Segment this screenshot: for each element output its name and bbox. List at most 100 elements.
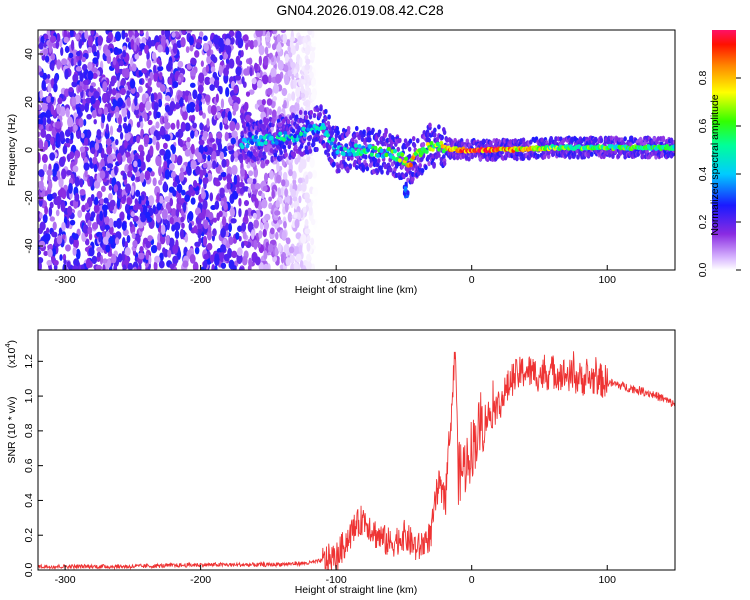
spectrogram-speckle xyxy=(126,197,133,206)
spectrogram-speckle xyxy=(313,203,318,210)
spectrogram-speckle xyxy=(252,178,257,185)
spectrogram-speckle xyxy=(228,236,234,245)
spectrogram-speckle xyxy=(199,169,204,180)
spectrogram-speckle xyxy=(224,124,229,130)
spectrogram-speckle xyxy=(89,175,93,187)
spectrogram-speckle xyxy=(274,246,279,257)
spectrogram-speckle xyxy=(152,204,156,214)
spectrogram-speckle xyxy=(102,236,110,245)
spectrogram-speckle xyxy=(170,152,176,163)
spectrogram-speckle xyxy=(306,253,312,262)
spectrogram-speckle xyxy=(139,150,145,158)
spectrogram-speckle xyxy=(245,42,249,51)
spectrogram-speckle xyxy=(123,67,130,79)
spectrogram-speckle xyxy=(163,160,168,169)
spectrogram-speckle xyxy=(181,189,186,196)
spectrogram-speckle xyxy=(304,192,310,200)
spectrogram-ridge-cell xyxy=(335,150,340,155)
spectrogram-speckle xyxy=(202,177,209,185)
spectrogram-speckle xyxy=(77,85,83,93)
spectrogram-speckle xyxy=(266,98,273,106)
spectrogram-speckle xyxy=(211,150,217,160)
spectrogram-speckle xyxy=(242,231,247,240)
spectrogram-speckle xyxy=(299,159,307,170)
spectrogram-speckle xyxy=(72,165,79,173)
spectrogram-speckle xyxy=(235,30,242,41)
spectrogram-speckle xyxy=(57,97,63,105)
spectrogram-halo xyxy=(442,160,447,167)
spectrogram-speckle xyxy=(53,162,60,173)
spectrogram-speckle xyxy=(124,132,131,142)
spectrogram-speckle xyxy=(73,258,80,267)
spectrogram-speckle xyxy=(290,188,297,198)
spectrogram-speckle xyxy=(121,221,127,231)
spectrogram-speckle xyxy=(106,144,113,155)
spectrogram-speckle xyxy=(281,159,286,167)
spectrogram-speckle xyxy=(172,255,179,264)
spectrogram-speckle xyxy=(289,38,294,50)
spectrogram-speckle xyxy=(164,169,171,180)
spectrogram-speckle xyxy=(75,33,80,40)
spectrogram-speckle xyxy=(98,234,102,243)
x-tick-label: -200 xyxy=(190,574,211,586)
spectrogram-speckle xyxy=(188,35,194,46)
spectrogram-halo xyxy=(354,125,359,132)
spectrogram-speckle xyxy=(124,125,129,134)
spectrogram-speckle xyxy=(290,61,296,69)
spectrogram-speckle xyxy=(258,104,265,113)
spectrogram-speckle xyxy=(202,259,208,269)
spectrogram-speckle xyxy=(141,93,147,104)
spectrogram-speckle xyxy=(220,98,225,109)
spectrogram-halo xyxy=(421,141,426,148)
spectrogram-speckle xyxy=(38,131,41,138)
spectrogram-speckle xyxy=(158,260,165,269)
spectrogram-speckle xyxy=(164,30,171,39)
spectrogram-speckle xyxy=(56,103,61,115)
spectrogram-speckle xyxy=(138,50,143,56)
spectrogram-speckle xyxy=(117,97,124,108)
spectrogram-speckle xyxy=(169,216,174,225)
y-tick-label: 1.2 xyxy=(23,354,35,369)
spectrogram-speckle xyxy=(196,42,201,49)
spectrogram-speckle xyxy=(285,237,291,245)
spectrogram-speckle xyxy=(186,103,192,114)
spectrogram-speckle xyxy=(61,221,66,232)
spectrogram-speckle xyxy=(254,103,260,110)
spectrogram-speckle xyxy=(114,31,122,42)
spectrogram-speckle xyxy=(43,48,49,56)
spectrogram-speckle xyxy=(52,175,58,182)
spectrogram-speckle xyxy=(163,115,168,124)
spectrogram-speckle xyxy=(287,211,293,223)
spectrogram-speckle xyxy=(261,198,268,209)
spectrogram-speckle xyxy=(220,243,227,253)
spectrogram-speckle xyxy=(266,87,273,96)
spectrogram-speckle xyxy=(99,170,106,180)
spectrogram-halo xyxy=(315,146,319,153)
spectrogram-speckle xyxy=(86,113,92,120)
spectrogram-speckle xyxy=(193,225,198,234)
spectrogram-speckle xyxy=(61,168,67,180)
spectrogram-ridge-cell xyxy=(375,153,380,158)
spectrogram-halo xyxy=(291,128,296,134)
spectrogram-speckle xyxy=(164,104,171,113)
spectrogram-speckle xyxy=(227,145,234,151)
spectrogram-speckle xyxy=(295,232,302,240)
spectrogram-speckle xyxy=(228,222,233,233)
spectrogram-speckle xyxy=(206,55,212,65)
spectrogram-ridge-cell xyxy=(400,152,405,157)
spectrogram-speckle xyxy=(87,61,93,71)
spectrogram-speckle xyxy=(77,210,83,218)
spectrogram-speckle xyxy=(199,31,204,38)
spectrogram-speckle xyxy=(141,36,147,45)
spectrogram-speckle xyxy=(204,76,211,86)
spectrogram-halo xyxy=(623,136,627,142)
spectrogram-speckle xyxy=(83,119,87,127)
spectrogram-speckle xyxy=(170,208,177,218)
spectrogram-ridge-cell xyxy=(260,141,265,147)
spectrogram-speckle xyxy=(192,261,199,270)
spectrogram-speckle xyxy=(82,79,89,85)
spectrogram-speckle xyxy=(127,144,132,152)
spectrogram-speckle xyxy=(157,44,163,53)
spectrogram-speckle xyxy=(64,45,70,54)
